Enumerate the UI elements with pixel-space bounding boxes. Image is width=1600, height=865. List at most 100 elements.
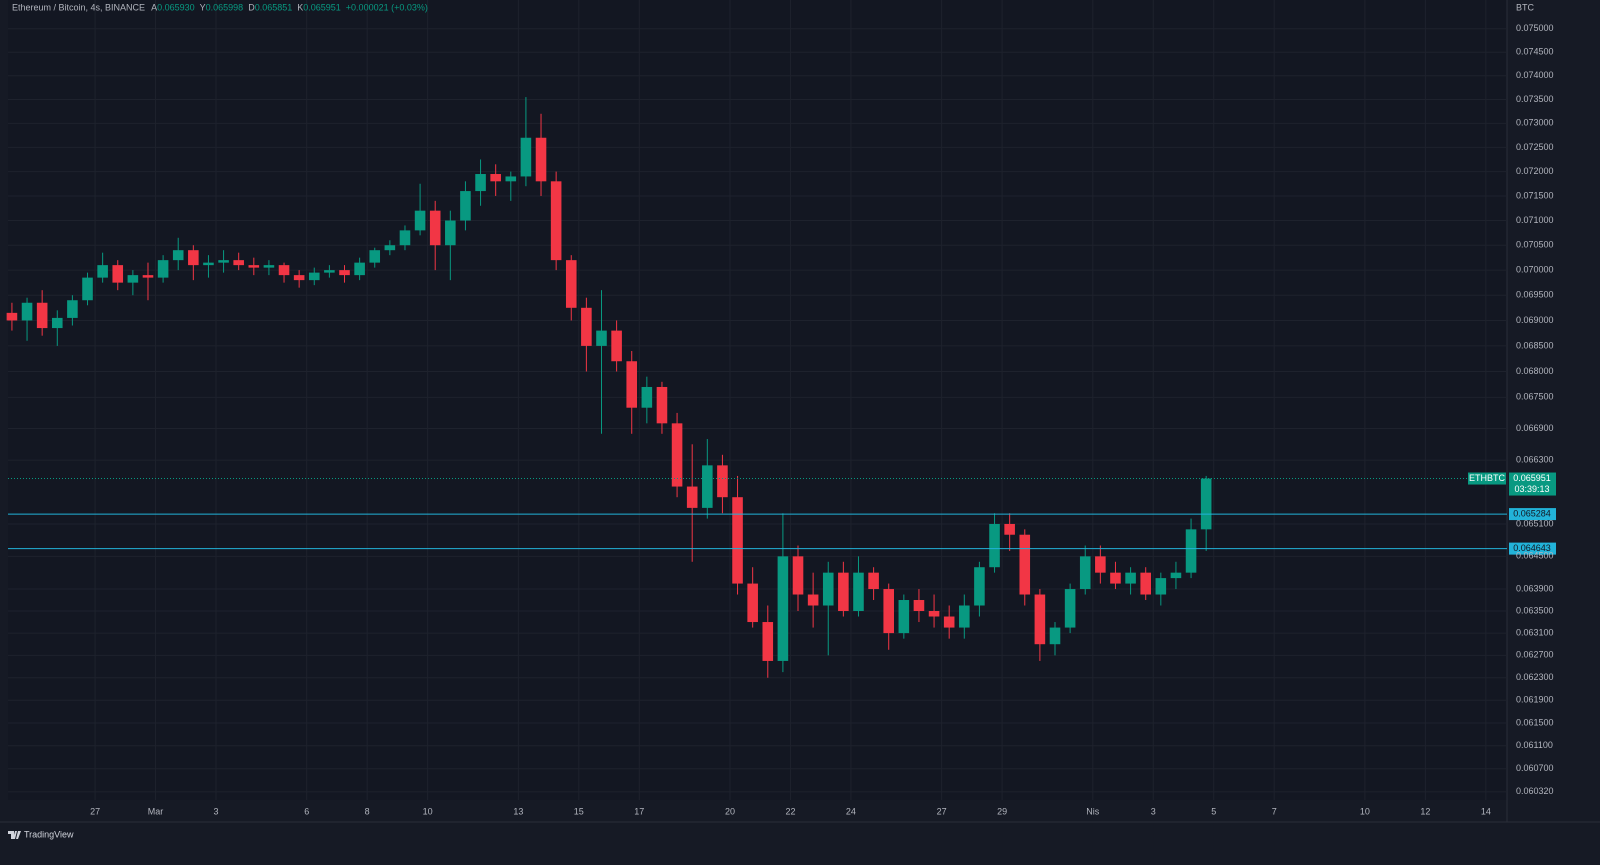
candle-body [853, 572, 864, 612]
candle-body [278, 265, 290, 276]
candle-body [248, 265, 260, 268]
y-tick-label: 0.072500 [1516, 142, 1554, 152]
candle-body [97, 265, 108, 278]
plot-area [8, 0, 1507, 800]
x-tick-label: 12 [1420, 806, 1430, 816]
brand: TradingView [24, 829, 74, 839]
y-tick-label: 0.074500 [1516, 47, 1554, 57]
y-tick-label: 0.061100 [1516, 740, 1553, 750]
candles [6, 97, 1212, 678]
candle-body [807, 594, 819, 606]
y-tick-label: 0.061900 [1516, 695, 1554, 705]
candle-body [384, 245, 396, 251]
candle-body [959, 605, 970, 628]
candle-body [822, 572, 834, 606]
candle-body [1155, 578, 1167, 595]
y-tick-label: 0.070000 [1516, 264, 1554, 274]
y-tick-label: 0.061500 [1516, 717, 1554, 727]
last-price-label: 0.065951 [1513, 473, 1551, 483]
candle-body [1200, 478, 1212, 530]
candle-body [1125, 572, 1136, 584]
candle-body [157, 260, 169, 278]
y-tick-label: 0.063900 [1516, 583, 1554, 593]
candle-body [505, 176, 517, 182]
candle-body [490, 174, 501, 182]
grid [8, 0, 1507, 800]
x-tick-label: 10 [423, 806, 433, 816]
x-tick-label: 6 [304, 806, 309, 816]
legend-label: Y [200, 2, 206, 12]
y-tick-label: 0.062300 [1516, 672, 1554, 682]
candle-body [641, 386, 653, 408]
y-tick-label: 0.065100 [1516, 518, 1554, 528]
y-tick-label: 0.064500 [1516, 551, 1554, 561]
candle-body [777, 556, 789, 661]
legend-label: A [151, 2, 157, 12]
candle-body [203, 262, 214, 266]
candle-body [414, 210, 426, 231]
x-tick-label: 14 [1481, 806, 1491, 816]
candle-body [550, 181, 562, 261]
x-tick-label: 15 [574, 806, 584, 816]
candle-body [36, 302, 48, 329]
candle-body [898, 600, 910, 634]
candle-body [293, 275, 305, 281]
legend-label: K [297, 2, 303, 12]
candle-body [1095, 556, 1106, 573]
candle-body [565, 260, 577, 308]
x-tick-label: 17 [634, 806, 644, 816]
candle-body [520, 137, 532, 177]
candle-body [686, 486, 698, 508]
y-tick-label: 0.063500 [1516, 605, 1554, 615]
candle-body [460, 191, 471, 221]
y-tick-label: 0.068000 [1516, 366, 1554, 376]
candle-body [369, 250, 381, 263]
x-tick-label: 3 [214, 806, 219, 816]
candle-body [1064, 589, 1076, 628]
x-tick-label: 5 [1211, 806, 1216, 816]
candle-body [263, 265, 275, 268]
y-tick-label: 0.075000 [1516, 23, 1554, 33]
candle-body [1004, 523, 1015, 535]
candle-body [6, 312, 18, 321]
symbol-label: ETHBTC [1469, 473, 1506, 483]
candle-body [51, 317, 63, 329]
candle-body [1140, 572, 1151, 595]
y-tick-label: 0.069000 [1516, 315, 1554, 325]
chart-title: Ethereum / Bitcoin, 4s, BINANCE [12, 2, 145, 12]
candle-body [1170, 572, 1182, 579]
legend-value: 0.065998 [206, 2, 244, 12]
candle-body [717, 465, 728, 498]
x-tick-label: 13 [513, 806, 523, 816]
candle-body [142, 275, 154, 278]
tradingview-logo: TradingView [8, 829, 74, 839]
candle-body [1110, 572, 1121, 584]
candle-body [1049, 627, 1061, 645]
candle-body [626, 361, 638, 408]
y-tick-label: 0.063100 [1516, 627, 1554, 637]
candle-body [671, 423, 683, 487]
level-label-box [1509, 508, 1556, 521]
candle-body [339, 270, 350, 276]
candle-body [1079, 556, 1091, 590]
candle-body [1034, 594, 1046, 645]
level-label: 0.064643 [1513, 543, 1551, 553]
y-tick-label: 0.069500 [1516, 290, 1554, 300]
candle-body [233, 260, 244, 266]
y-tick-label: 0.062700 [1516, 650, 1554, 660]
x-tick-label: 20 [725, 806, 735, 816]
x-tick-label: Mar [148, 806, 164, 816]
x-tick-label: 24 [846, 806, 856, 816]
candle-body [1019, 534, 1031, 595]
y-tick-label: 0.067500 [1516, 392, 1554, 402]
y-tick-label: 0.060700 [1516, 763, 1554, 773]
candle-body [399, 230, 411, 246]
candle-body [702, 465, 713, 508]
legend-value: 0.065851 [255, 2, 293, 12]
y-tick-label: 0.073000 [1516, 118, 1554, 128]
candle-body [535, 137, 547, 182]
candle-body [943, 616, 955, 628]
